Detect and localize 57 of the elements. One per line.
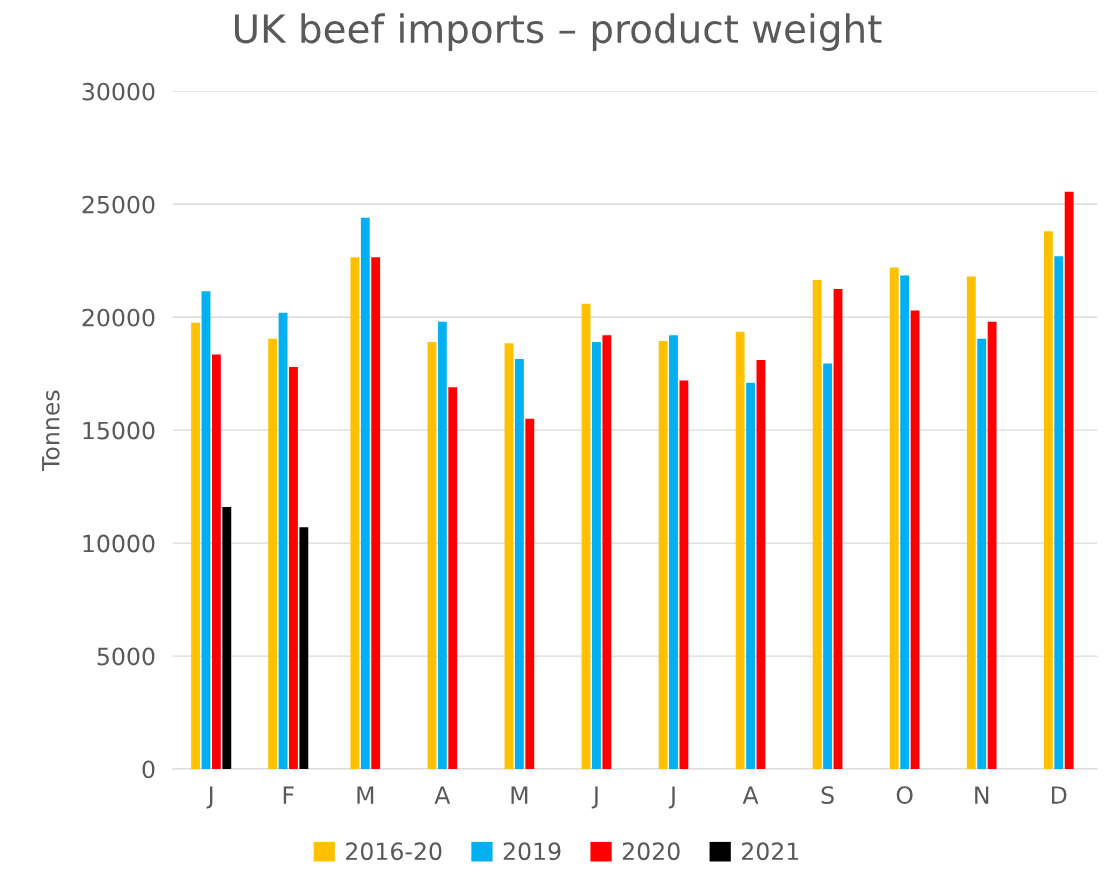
bar: [427, 342, 437, 770]
bar: [823, 363, 833, 770]
y-tick-label: 0: [142, 760, 155, 779]
bar: [812, 279, 822, 770]
y-tick-label: 20000: [82, 308, 155, 327]
bar: [437, 321, 447, 770]
bar: [504, 343, 514, 770]
legend-label: 2019: [503, 842, 561, 861]
y-tick-label: 30000: [82, 82, 155, 101]
bar: [910, 310, 920, 770]
bar: [602, 335, 612, 770]
bar: [371, 257, 381, 770]
bar: [658, 340, 668, 770]
legend-label: 2021: [741, 842, 799, 861]
bar: [448, 387, 458, 770]
x-tick-label: O: [896, 786, 913, 804]
y-tick-label: 5000: [97, 647, 155, 666]
bar: [1043, 231, 1053, 770]
x-tick-label: F: [283, 786, 294, 804]
x-tick-label: S: [821, 786, 834, 804]
bar: [977, 338, 987, 770]
bar: [966, 276, 976, 770]
x-tick-label: A: [434, 786, 451, 804]
bar: [833, 288, 843, 770]
x-tick-label: N: [975, 786, 989, 804]
bar: [889, 267, 899, 770]
y-tick-label: 10000: [83, 534, 155, 553]
y-axis-title: Tonnes: [42, 390, 60, 472]
x-tick-label: D: [1051, 786, 1067, 804]
x-tick-label: M: [357, 786, 374, 804]
y-tick-label: 25000: [82, 195, 155, 214]
x-tick-label: J: [206, 786, 213, 809]
bar: [735, 331, 745, 770]
legend-label: 2016-20: [346, 842, 442, 861]
bar: [756, 360, 766, 770]
bar: [1054, 256, 1064, 770]
bar: [514, 358, 524, 770]
x-tick-label: A: [742, 786, 759, 804]
legend-label: 2020: [622, 842, 680, 861]
y-tick-label: 15000: [83, 421, 155, 440]
bar: [669, 335, 678, 770]
bar: [525, 418, 535, 770]
x-tick-label: J: [668, 786, 675, 809]
bar: [987, 321, 997, 770]
bar: [592, 342, 601, 770]
bar: [746, 382, 755, 770]
chart-title: UK beef imports – product weight: [234, 13, 882, 51]
x-tick-label: J: [591, 786, 598, 809]
bar: [900, 275, 910, 770]
bar: [1064, 191, 1074, 770]
bar: [222, 506, 232, 770]
bar: [581, 303, 591, 770]
bar: [679, 380, 689, 770]
bar: [299, 527, 309, 770]
bar: [360, 217, 370, 770]
x-tick-label: M: [511, 786, 528, 804]
bar: [350, 257, 360, 770]
